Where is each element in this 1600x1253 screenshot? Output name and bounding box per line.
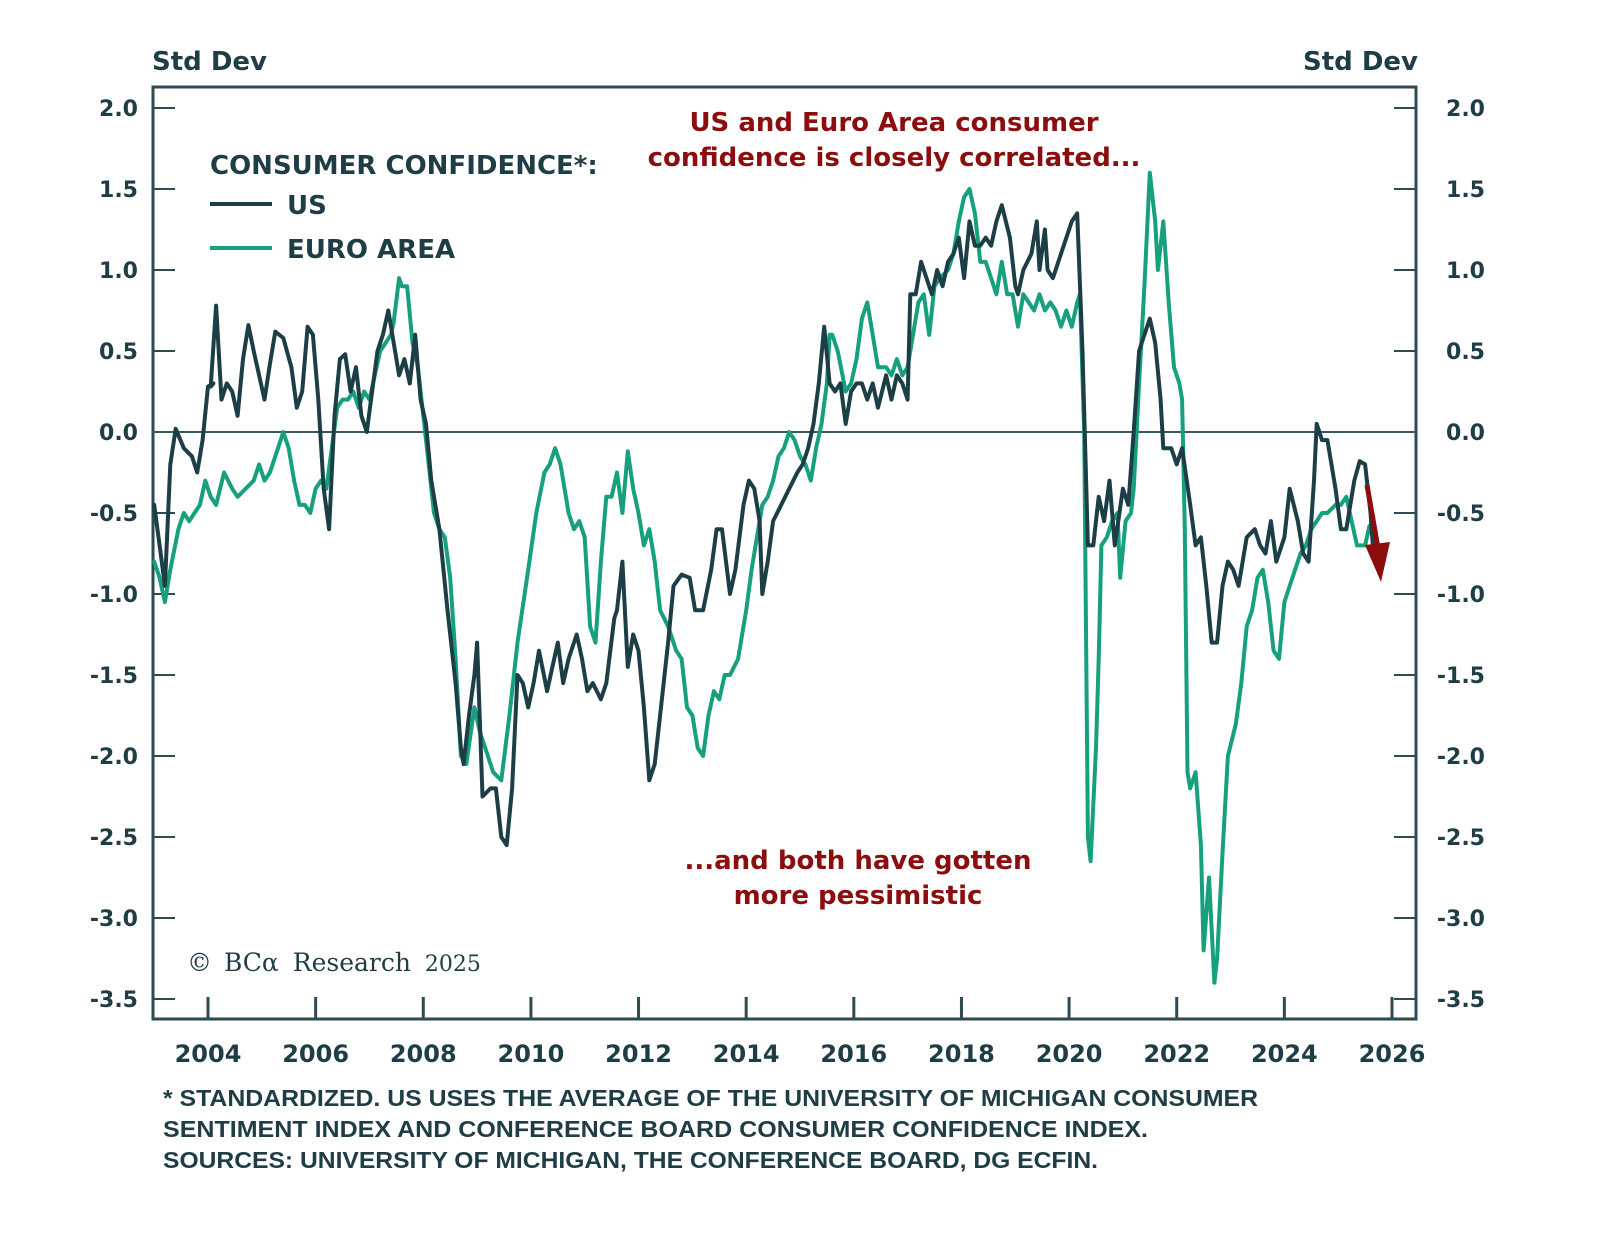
x-tick-label: 2004 (175, 1040, 242, 1068)
y-tick-label-right: 2.0 (1446, 97, 1485, 122)
y-tick-label-left: -1.0 (90, 583, 138, 608)
copyright-symbol: © (187, 948, 212, 977)
y-tick-label-left: 2.0 (99, 97, 138, 122)
y-tick-label-right: -0.5 (1437, 502, 1485, 527)
y-tick-label-left: -0.5 (90, 502, 138, 527)
footnote-line3: SOURCES: UNIVERSITY OF MICHIGAN, THE CON… (163, 1147, 1098, 1173)
x-tick-label: 2020 (1036, 1040, 1103, 1068)
footnote-line2: SENTIMENT INDEX AND CONFERENCE BOARD CON… (163, 1116, 1148, 1142)
y-tick-label-right: 0.0 (1446, 421, 1485, 446)
y-tick-label-left: -2.5 (90, 826, 138, 851)
x-tick-label: 2024 (1251, 1040, 1318, 1068)
x-tick-label: 2018 (928, 1040, 995, 1068)
x-tick-label: 2006 (282, 1040, 349, 1068)
copyright-brand: BCα (224, 948, 279, 977)
x-tick-label: 2010 (498, 1040, 565, 1068)
series-line-us (152, 203, 1376, 848)
annotation-bottom-line1: ...and both have gotten (685, 846, 1032, 876)
x-tick-label: 2026 (1359, 1040, 1426, 1068)
y-tick-label-right: -2.0 (1437, 745, 1485, 770)
y-axis-left: 2.0 1.5 1.0 0.5 0.0 -0.5 -1.0 -1.5 -2.0 -2.5 -3.0 -… (90, 97, 175, 1013)
annotation-bottom-line2: more pessimistic (734, 881, 983, 911)
y-tick-label-left: 1.5 (99, 178, 138, 203)
y-tick-label-right: 1.5 (1446, 178, 1485, 203)
y-tick-label-left: -1.5 (90, 664, 138, 689)
y-tick-label-left: 1.0 (99, 259, 138, 284)
annotation-top-line2: confidence is closely correlated... (648, 143, 1141, 173)
y-tick-label-left: -3.5 (90, 988, 138, 1013)
legend-label-euro-area: EURO AREA (287, 235, 455, 265)
x-tick-label: 2008 (390, 1040, 457, 1068)
x-tick-label: 2016 (820, 1040, 887, 1068)
y-tick-label-left: 0.0 (99, 421, 138, 446)
y-tick-label-right: -1.5 (1437, 664, 1485, 689)
x-tick-label: 2014 (713, 1040, 780, 1068)
series-group (152, 170, 1378, 985)
footnote-line1: * STANDARDIZED. US USES THE AVERAGE OF T… (163, 1085, 1258, 1111)
y-tick-label-right: -3.5 (1437, 988, 1485, 1013)
annotation-top-line1: US and Euro Area consumer (689, 108, 1098, 138)
y-tick-label-right: -3.0 (1437, 907, 1485, 932)
right-axis-unit-label: Std Dev (1303, 47, 1418, 77)
y-tick-label-left: -2.0 (90, 745, 138, 770)
x-tick-label: 2012 (605, 1040, 672, 1068)
copyright-name: Research (293, 948, 411, 977)
copyright-year: 2025 (425, 952, 481, 977)
y-tick-label-left: 0.5 (99, 340, 138, 365)
y-tick-label-right: 1.0 (1446, 259, 1485, 284)
y-tick-label-right: -2.5 (1437, 826, 1485, 851)
legend-title: CONSUMER CONFIDENCE*: (210, 151, 598, 181)
legend: CONSUMER CONFIDENCE*: US EURO AREA (210, 151, 598, 265)
x-tick-label: 2022 (1143, 1040, 1210, 1068)
left-axis-unit-label: Std Dev (152, 47, 267, 77)
x-axis: 2004 2006 2008 2010 2012 2014 2016 2018 2020 2022… (175, 997, 1426, 1068)
y-tick-label-right: 0.5 (1446, 340, 1485, 365)
plot-frame (151, 85, 1418, 1021)
down-arrow-icon (1364, 484, 1390, 582)
copyright-notice: © BCα Research 2025 (187, 948, 481, 977)
y-tick-label-left: -3.0 (90, 907, 138, 932)
y-axis-right: 2.0 1.5 1.0 0.5 0.0 -0.5 -1.0 -1.5 -2.0 -2.5 -3.0 -… (1394, 97, 1485, 1013)
legend-label-us: US (287, 191, 327, 221)
y-tick-label-right: -1.0 (1437, 583, 1485, 608)
